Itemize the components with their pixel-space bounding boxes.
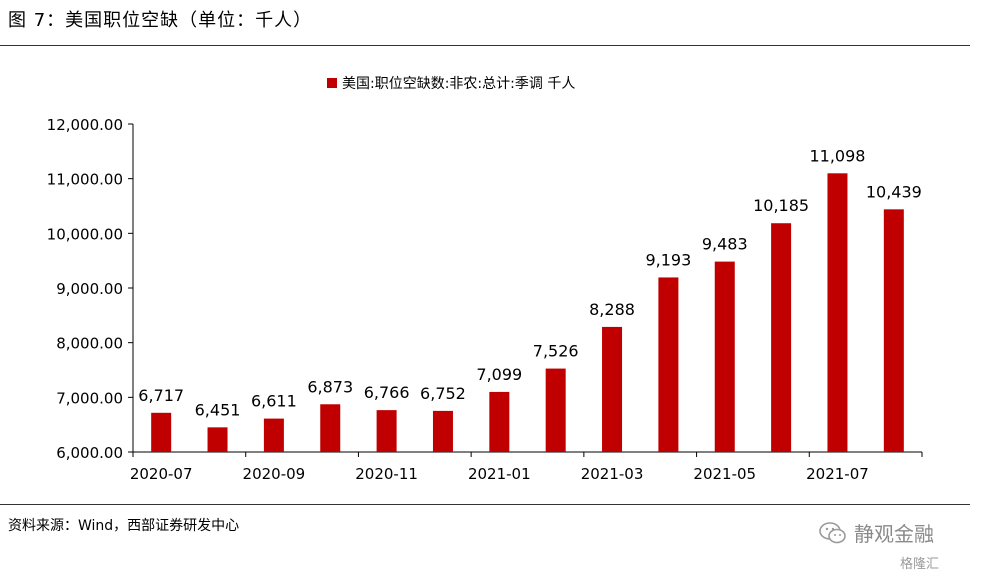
y-tick-label: 12,000.00 xyxy=(47,116,123,134)
bar xyxy=(432,410,453,452)
watermark-sub: 格隆汇 xyxy=(900,557,940,572)
wechat-icon xyxy=(819,521,846,543)
data-label: 10,185 xyxy=(753,196,809,215)
bar xyxy=(545,368,566,452)
y-axis: 6,000.00 7,000.00 8,000.00 9,000.00 10,000.0… xyxy=(47,116,134,462)
bar xyxy=(602,326,623,452)
bar xyxy=(263,418,284,452)
x-tick-label: 2020-07 xyxy=(130,465,193,483)
x-tick-label: 2021-03 xyxy=(581,465,644,483)
bars xyxy=(151,173,904,452)
bar xyxy=(207,427,228,452)
data-label: 6,873 xyxy=(307,377,353,396)
bar xyxy=(151,412,172,452)
bar xyxy=(376,410,397,452)
data-label: 11,098 xyxy=(809,146,865,165)
legend-label: 美国:职位空缺数:非农:总计:季调 千人 xyxy=(342,76,575,92)
bar xyxy=(771,223,792,452)
x-tick-label: 2021-01 xyxy=(468,465,531,483)
data-label: 6,752 xyxy=(420,384,466,403)
bar xyxy=(320,404,341,452)
x-tick-label: 2020-11 xyxy=(355,465,418,483)
data-label: 6,611 xyxy=(251,392,297,411)
data-labels: 6,717 6,451 6,611 6,873 6,766 6,752 7,099 7,526… xyxy=(138,146,922,419)
x-axis: 2020-07 2020-09 2020-11 2021-01 2021-03 2021-… xyxy=(130,451,923,483)
x-tick-label: 2020-09 xyxy=(243,465,306,483)
chart-legend: 美国:职位空缺数:非农:总计:季调 千人 xyxy=(327,76,575,92)
top-rule xyxy=(0,45,970,46)
y-tick-label: 8,000.00 xyxy=(56,335,123,353)
data-label: 8,288 xyxy=(589,300,635,319)
bar xyxy=(489,391,510,452)
x-tick-label: 2021-07 xyxy=(806,465,869,483)
data-label: 7,526 xyxy=(533,342,579,361)
watermark-text: 静观金融 xyxy=(854,522,934,546)
bar-chart: 美国:职位空缺数:非农:总计:季调 千人 6,000.00 7,000.00 8,0… xyxy=(47,76,923,483)
y-tick-label: 10,000.00 xyxy=(47,225,123,243)
bar xyxy=(827,173,848,452)
y-tick-label: 11,000.00 xyxy=(47,171,123,189)
bar xyxy=(883,209,904,452)
data-label: 6,766 xyxy=(364,383,410,402)
y-tick-label: 7,000.00 xyxy=(56,389,123,407)
data-label: 9,483 xyxy=(702,235,748,254)
data-label: 10,439 xyxy=(866,182,922,201)
x-tick-label: 2021-05 xyxy=(693,465,756,483)
bar xyxy=(714,261,735,452)
bar xyxy=(658,277,679,452)
y-tick-label: 9,000.00 xyxy=(56,280,123,298)
y-tick-label: 6,000.00 xyxy=(56,444,123,462)
data-label: 6,451 xyxy=(195,400,241,419)
data-label: 6,717 xyxy=(138,386,184,405)
data-label: 7,099 xyxy=(476,365,522,384)
legend-swatch xyxy=(327,78,337,88)
figure-title: 图 7：美国职位空缺（单位：千人） xyxy=(8,10,313,31)
watermark: 静观金融 xyxy=(818,518,934,547)
data-label: 9,193 xyxy=(645,250,691,269)
source-note: 资料来源：Wind，西部证券研发中心 xyxy=(8,518,240,534)
bottom-rule xyxy=(0,504,970,505)
